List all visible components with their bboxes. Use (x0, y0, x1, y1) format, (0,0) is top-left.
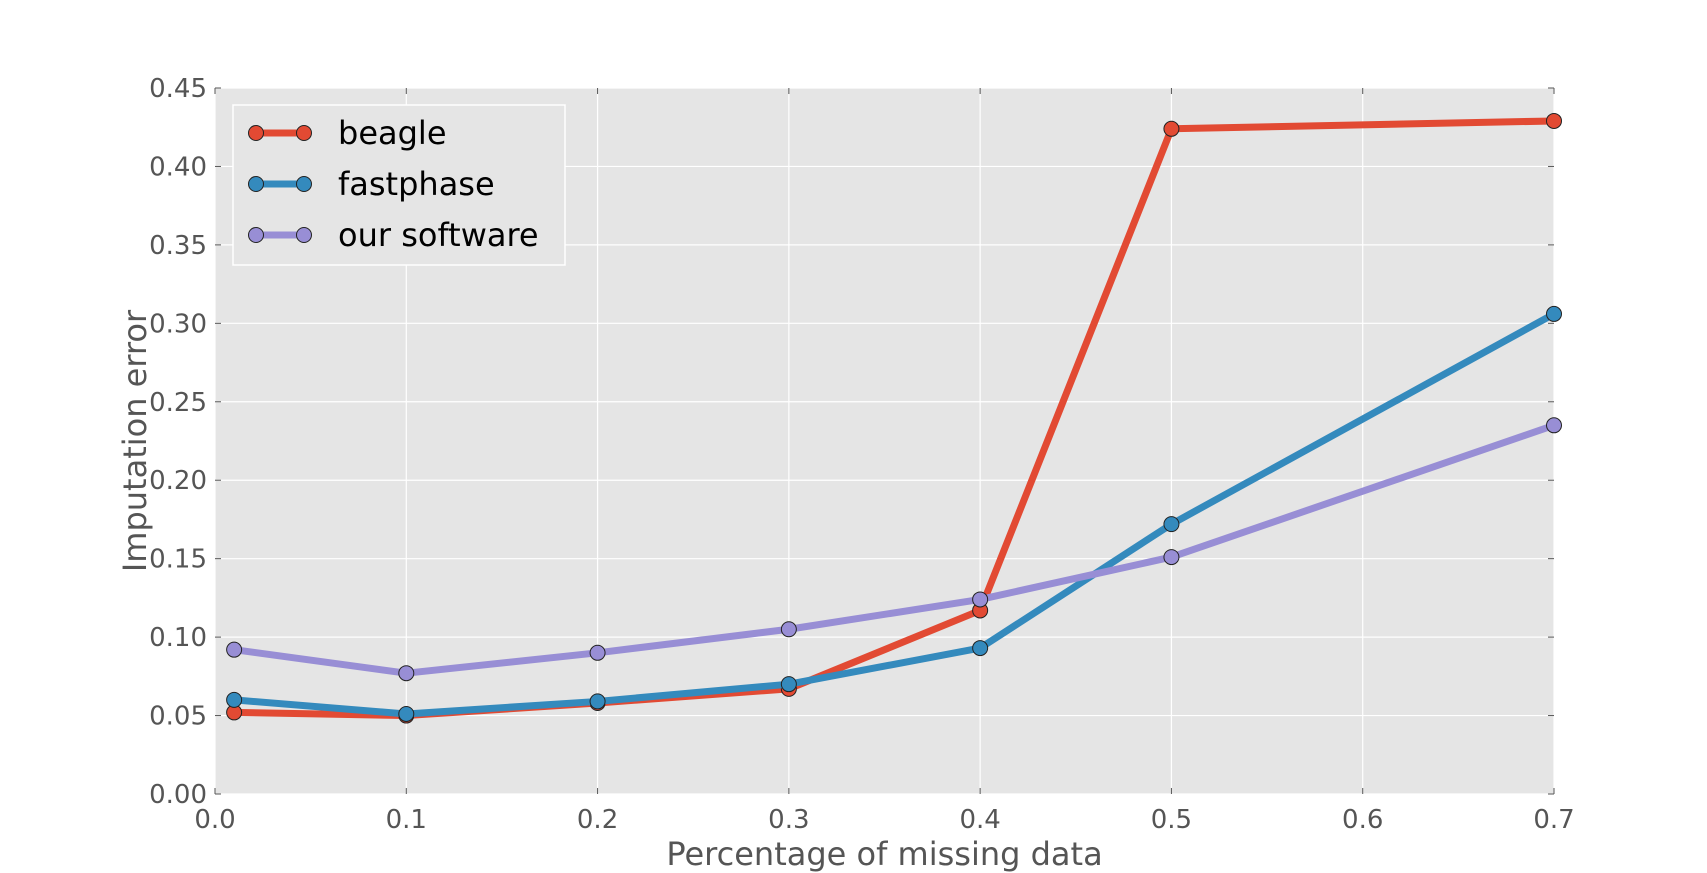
data-point (972, 591, 989, 608)
y-tick-label: 0.10 (149, 623, 207, 653)
data-point (589, 644, 606, 661)
x-tick-label: 0.1 (386, 805, 427, 835)
y-tick-label: 0.05 (149, 702, 207, 732)
data-point (972, 640, 989, 657)
axis-ticks: 0.0 0.1 0.2 0.3 0.4 0.5 0.6 0.7 0.00 0.05 0.10 0.15… (149, 74, 1575, 835)
data-point (1163, 516, 1180, 533)
x-tick-label: 0.6 (1342, 805, 1383, 835)
data-point (1546, 417, 1562, 434)
x-tick-label: 0.0 (194, 805, 235, 835)
legend-marker (296, 176, 312, 192)
data-point (226, 641, 243, 658)
data-point (1163, 549, 1180, 566)
x-tick-label: 0.4 (959, 805, 1000, 835)
legend-item: our software (248, 216, 539, 254)
legend-label: fastphase (338, 165, 495, 203)
legend-label: our software (338, 216, 539, 254)
legend-label: beagle (338, 114, 447, 152)
data-point (1546, 112, 1562, 129)
y-tick-label: 0.40 (149, 152, 207, 182)
data-point (780, 676, 797, 693)
x-tick-label: 0.3 (768, 805, 809, 835)
legend-item: beagle (248, 114, 447, 152)
data-point (1546, 305, 1562, 322)
data-point (226, 691, 243, 708)
data-point (398, 705, 415, 722)
y-tick-label: 0.20 (149, 466, 207, 496)
grid-lines (214, 87, 1555, 795)
data-point (398, 665, 415, 682)
series-our-software (226, 417, 1562, 682)
legend-marker (296, 227, 312, 243)
y-tick-label: 0.30 (149, 309, 207, 339)
y-tick-label: 0.00 (149, 780, 207, 810)
y-tick-label: 0.35 (149, 231, 207, 261)
y-axis-title: Imputation error (116, 309, 154, 572)
legend-marker (248, 176, 264, 192)
x-tick-label: 0.2 (577, 805, 618, 835)
legend-marker (296, 125, 312, 141)
data-point (1163, 120, 1180, 137)
x-tick-label: 0.7 (1533, 805, 1574, 835)
data-point (780, 621, 797, 638)
legend-item: fastphase (248, 165, 495, 203)
legend-marker (248, 125, 264, 141)
x-tick-label: 0.5 (1151, 805, 1192, 835)
series-fastphase (226, 305, 1562, 722)
data-point (589, 693, 606, 710)
y-tick-label: 0.45 (149, 74, 207, 104)
x-axis-title: Percentage of missing data (666, 835, 1102, 873)
legend: beagle fastphase our software (232, 104, 566, 266)
y-tick-label: 0.25 (149, 388, 207, 418)
series-layer (226, 112, 1562, 724)
legend-marker (248, 227, 264, 243)
y-tick-label: 0.15 (149, 545, 207, 575)
